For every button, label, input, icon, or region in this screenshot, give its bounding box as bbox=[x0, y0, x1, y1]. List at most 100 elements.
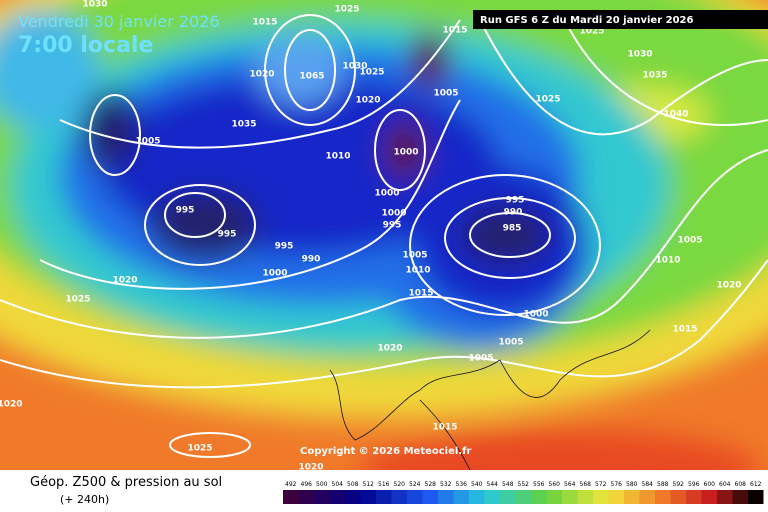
colorbar-cell bbox=[500, 490, 516, 504]
isobar-label: 1065 bbox=[299, 72, 324, 82]
colorbar-label: 568 bbox=[580, 481, 592, 488]
colorbar-cell bbox=[593, 490, 609, 504]
colorbar-label: 556 bbox=[533, 481, 545, 488]
colorbar-label: 564 bbox=[564, 481, 576, 488]
isobar-label: 1005 bbox=[402, 251, 427, 261]
colorbar-label: 504 bbox=[332, 481, 344, 488]
isobar-label: 990 bbox=[504, 208, 523, 218]
colorbar-label: 600 bbox=[704, 481, 716, 488]
colorbar-cell bbox=[298, 490, 314, 504]
isobar-label: 1025 bbox=[334, 5, 359, 15]
isobar-label: 995 bbox=[506, 196, 525, 206]
colorbar-label: 608 bbox=[735, 481, 747, 488]
colorbar-cell bbox=[391, 490, 407, 504]
colorbar-label: 524 bbox=[409, 481, 421, 488]
colorbar-cell bbox=[639, 490, 655, 504]
isobar-label: 1010 bbox=[405, 266, 430, 276]
colorbar-label: 548 bbox=[502, 481, 514, 488]
isobar-label: 1010 bbox=[655, 256, 680, 266]
colorbar-label: 520 bbox=[394, 481, 406, 488]
colorbar-cell bbox=[655, 490, 671, 504]
colorbar-label: 576 bbox=[611, 481, 623, 488]
colorbar-label: 532 bbox=[440, 481, 452, 488]
isobar-label: 1030 bbox=[342, 62, 367, 72]
colorbar-label: 592 bbox=[673, 481, 685, 488]
run-banner bbox=[473, 10, 768, 29]
colorbar-cell bbox=[748, 490, 764, 504]
valid-date: Vendredi 30 janvier 2026 bbox=[18, 12, 220, 31]
colorbar-label: 500 bbox=[316, 481, 328, 488]
isobar-label: 1000 bbox=[374, 189, 399, 199]
isobar-label: 1000 bbox=[393, 148, 418, 158]
colorbar-cell bbox=[732, 490, 748, 504]
colorbar-cell bbox=[438, 490, 454, 504]
colorbar-label: 508 bbox=[347, 481, 359, 488]
isobar-label: 1000 bbox=[381, 209, 406, 219]
isobar-label: 985 bbox=[503, 224, 522, 234]
colorbar-label: 596 bbox=[688, 481, 700, 488]
colorbar-label: 528 bbox=[425, 481, 437, 488]
colorbar-label: 580 bbox=[626, 481, 638, 488]
isobar-label: 1035 bbox=[231, 120, 256, 130]
isobar-label: 1025 bbox=[187, 444, 212, 454]
colorbar-cell bbox=[577, 490, 593, 504]
isobar-label: 1030 bbox=[627, 50, 652, 60]
colorbar-label: 544 bbox=[487, 481, 499, 488]
isobar-label: 1040 bbox=[663, 110, 688, 120]
isobar-label: 1015 bbox=[432, 423, 457, 433]
isobar-label: 1025 bbox=[579, 27, 604, 37]
colorbar-cell bbox=[407, 490, 423, 504]
colorbar-label: 540 bbox=[471, 481, 483, 488]
colorbar-cell bbox=[453, 490, 469, 504]
isobar-label: 1025 bbox=[65, 295, 90, 305]
isobar-label: 1000 bbox=[523, 310, 548, 320]
isobar-label: 1015 bbox=[672, 325, 697, 335]
colorbar-cell bbox=[329, 490, 345, 504]
valid-time: 7:00 locale bbox=[18, 33, 153, 58]
forecast-lead: (+ 240h) bbox=[60, 493, 109, 506]
colorbar-label: 584 bbox=[642, 481, 654, 488]
colorbar-label: 552 bbox=[518, 481, 530, 488]
colorbar-cell bbox=[531, 490, 547, 504]
colorbar-label: 588 bbox=[657, 481, 669, 488]
colorbar-cell bbox=[314, 490, 330, 504]
isobar-label: 1025 bbox=[359, 68, 384, 78]
colorbar-cell bbox=[515, 490, 531, 504]
isobar-label: 1030 bbox=[82, 0, 107, 10]
isobar-label: 1020 bbox=[249, 70, 274, 80]
colorbar-label: 492 bbox=[285, 481, 297, 488]
isobar-label: 1020 bbox=[298, 463, 323, 473]
colorbar-cell bbox=[360, 490, 376, 504]
colorbar-label: 604 bbox=[719, 481, 731, 488]
isobar-label: 1020 bbox=[377, 344, 402, 354]
run-info: Run GFS 6 Z du Mardi 20 janvier 2026 bbox=[480, 15, 693, 26]
isobar-label: 990 bbox=[302, 255, 321, 265]
isobar-label: 1010 bbox=[325, 152, 350, 162]
isobar-label: 995 bbox=[176, 206, 195, 216]
isobar-label: 1020 bbox=[355, 96, 380, 106]
colorbar-cell bbox=[376, 490, 392, 504]
coastlines bbox=[329, 329, 651, 470]
isobar-label: 1015 bbox=[442, 26, 467, 36]
isobar-label: 1000 bbox=[262, 269, 287, 279]
isobar-label: 1015 bbox=[252, 18, 277, 28]
copyright: Copyright © 2026 Meteociel.fr bbox=[300, 446, 471, 457]
colorbar-cell bbox=[701, 490, 717, 504]
colorbar-label: 516 bbox=[378, 481, 390, 488]
isobar-label: 1020 bbox=[716, 281, 741, 291]
isobar-label: 1005 bbox=[468, 354, 493, 364]
colorbar-cell bbox=[686, 490, 702, 504]
footer-title: Géop. Z500 & pression au sol bbox=[30, 475, 222, 490]
colorbar-cell bbox=[484, 490, 500, 504]
isobar-label: 1015 bbox=[408, 289, 433, 299]
isobar-label: 995 bbox=[275, 242, 294, 252]
isobar-label: 1025 bbox=[535, 95, 560, 105]
isobar-label: 1005 bbox=[677, 236, 702, 246]
colorbar-cell bbox=[546, 490, 562, 504]
colorbar-cell bbox=[562, 490, 578, 504]
colorbar-label: 560 bbox=[549, 481, 561, 488]
isobar-label: 1005 bbox=[135, 137, 160, 147]
isobar-label: 1005 bbox=[498, 338, 523, 348]
